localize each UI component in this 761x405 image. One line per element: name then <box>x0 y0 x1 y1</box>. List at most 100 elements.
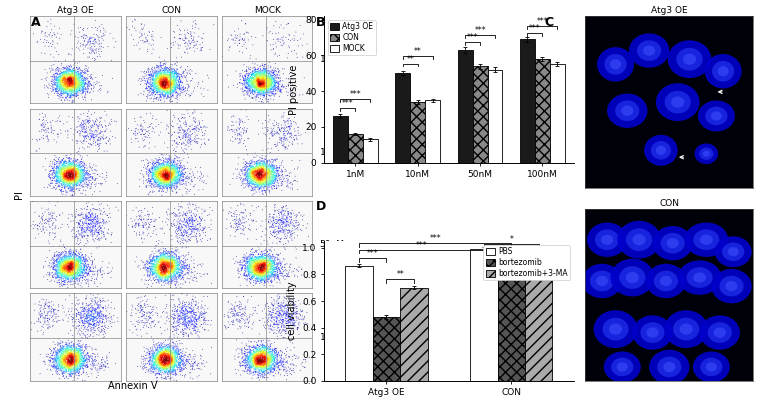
Point <box>265 175 277 181</box>
Point <box>253 256 265 263</box>
Point <box>93 309 105 315</box>
Point <box>288 224 301 230</box>
Point <box>156 76 168 82</box>
Point <box>64 352 76 359</box>
Point <box>78 264 91 270</box>
Point <box>253 80 266 87</box>
Point <box>253 159 266 166</box>
Point <box>270 348 282 355</box>
Point <box>151 356 163 362</box>
Point <box>59 79 71 86</box>
Point <box>161 255 174 262</box>
Point <box>164 351 176 358</box>
Point <box>67 260 79 267</box>
Point <box>161 79 173 85</box>
Point <box>71 369 83 376</box>
Point <box>263 170 275 177</box>
Point <box>271 279 283 286</box>
Point <box>249 78 261 84</box>
Point <box>160 272 172 279</box>
Point <box>270 30 282 36</box>
Point <box>259 175 271 181</box>
Point <box>161 171 174 177</box>
Point <box>65 352 78 359</box>
Point <box>77 183 89 190</box>
Point <box>162 166 174 173</box>
Point <box>235 107 247 113</box>
Point <box>57 169 69 176</box>
Point <box>73 266 85 272</box>
Point <box>237 214 249 220</box>
Point <box>266 79 279 85</box>
Point <box>167 124 179 130</box>
Point <box>141 367 153 373</box>
Point <box>81 312 93 318</box>
Point <box>157 367 169 373</box>
Point <box>240 66 253 73</box>
Point <box>71 366 83 372</box>
Point <box>56 79 68 85</box>
Point <box>154 82 167 88</box>
Point <box>282 311 294 318</box>
Point <box>170 350 182 356</box>
Point <box>68 173 81 179</box>
Point <box>256 173 268 179</box>
Point <box>183 43 195 49</box>
Point <box>247 352 260 359</box>
Point <box>246 269 258 276</box>
Point <box>261 319 273 326</box>
Point <box>244 165 256 172</box>
Point <box>256 353 269 359</box>
Point <box>253 260 265 267</box>
Point <box>251 276 263 282</box>
Point <box>167 360 180 367</box>
Point <box>164 268 177 274</box>
Point <box>242 353 254 360</box>
Point <box>64 171 76 177</box>
Point <box>68 66 80 72</box>
Point <box>59 173 71 179</box>
Point <box>257 93 269 99</box>
Point <box>189 311 201 318</box>
Point <box>285 218 297 225</box>
Point <box>257 353 269 360</box>
Point <box>164 268 177 275</box>
Point <box>253 264 265 271</box>
Point <box>164 259 177 266</box>
Point <box>254 164 266 170</box>
Point <box>240 128 253 134</box>
Point <box>57 72 69 79</box>
Point <box>297 92 309 98</box>
Point <box>249 361 261 367</box>
Point <box>65 354 78 360</box>
Point <box>148 224 161 230</box>
Point <box>142 259 154 266</box>
Point <box>151 265 164 271</box>
Point <box>253 175 265 182</box>
Point <box>285 236 298 242</box>
Point <box>100 124 112 130</box>
Point <box>99 176 111 182</box>
Point <box>260 350 272 357</box>
Point <box>156 256 168 262</box>
Point <box>153 250 165 256</box>
Point <box>265 180 277 186</box>
Point <box>192 218 204 225</box>
Point <box>68 268 81 274</box>
Point <box>170 69 183 75</box>
Point <box>271 231 283 238</box>
Point <box>89 17 101 24</box>
Point <box>52 354 64 360</box>
Point <box>163 353 175 359</box>
Point <box>54 172 66 178</box>
Point <box>161 258 173 265</box>
Point <box>53 83 65 90</box>
Point <box>155 256 167 262</box>
Point <box>195 175 207 182</box>
Point <box>66 358 78 364</box>
Point <box>254 81 266 87</box>
Point <box>84 228 96 234</box>
Point <box>263 261 275 268</box>
Point <box>265 369 277 375</box>
Point <box>251 261 263 267</box>
